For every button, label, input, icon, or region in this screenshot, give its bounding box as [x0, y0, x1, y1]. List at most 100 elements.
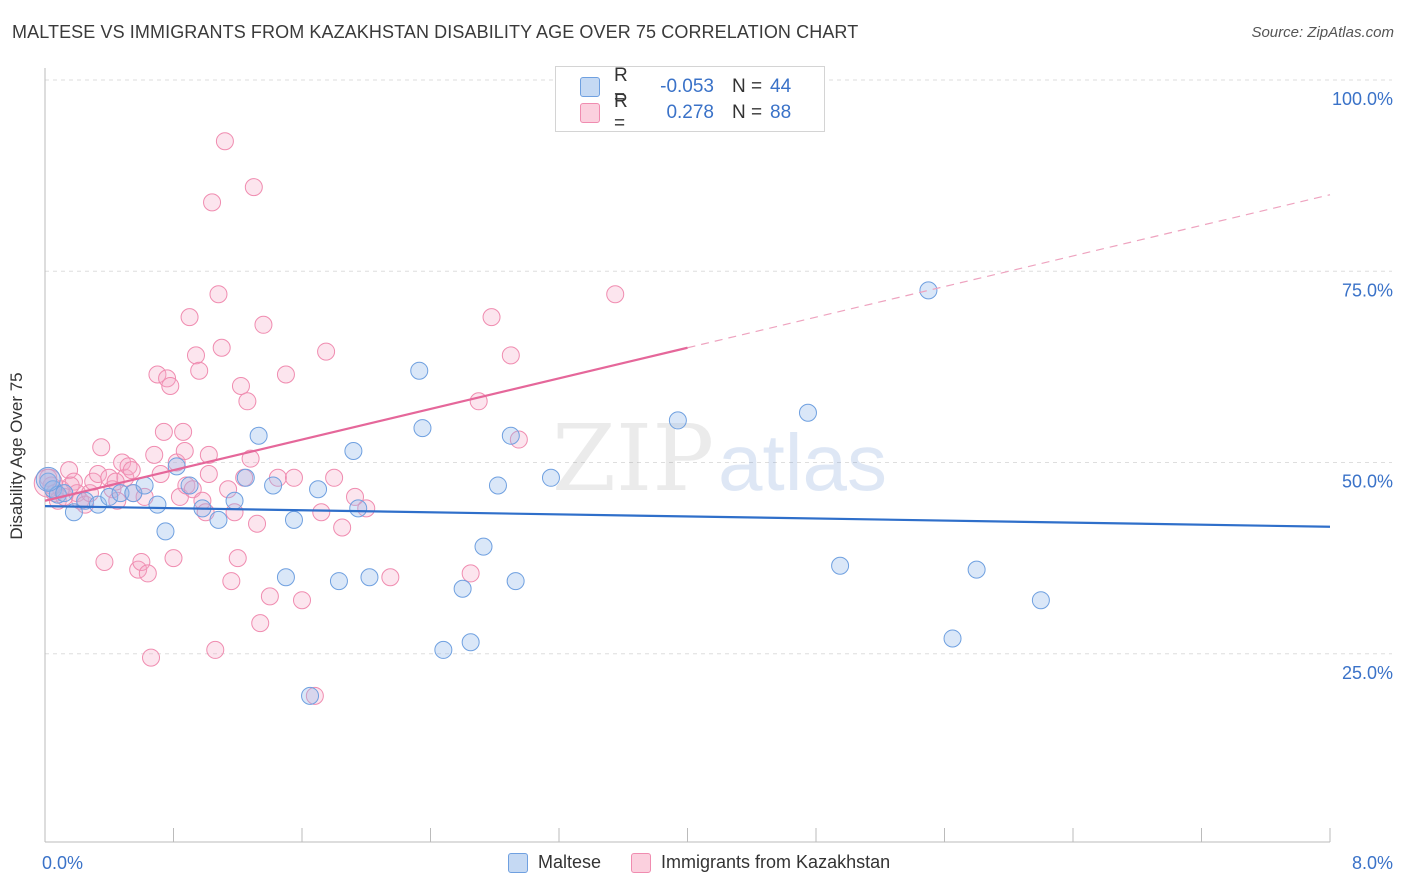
legend-r-label: R = — [614, 91, 628, 134]
maltese-point — [831, 556, 850, 575]
kazakhstan-point — [238, 392, 257, 411]
series-legend: Maltese Immigrants from Kazakhstan — [508, 852, 920, 873]
watermark: ZIP atlas — [552, 405, 887, 512]
maltese-point — [668, 411, 687, 430]
maltese-point — [541, 468, 560, 487]
trend-lines — [44, 194, 1331, 528]
maltese-point — [148, 495, 167, 514]
maltese-point — [167, 457, 186, 476]
maltese-point — [798, 403, 817, 422]
kazakhstan-point — [325, 468, 344, 487]
kazakhstan-point — [161, 377, 180, 395]
kazakhstan-point — [248, 514, 267, 533]
legend-label-maltese: Maltese — [538, 852, 602, 872]
kazakhstan-point — [241, 449, 260, 468]
legend-row-kazakhstan: R = 0.278 N = 88 — [580, 91, 792, 134]
kazakhstan-point — [95, 552, 114, 571]
y-tick-label-25: 25.0% — [1342, 663, 1393, 683]
maltese-point — [1031, 591, 1050, 610]
kazakhstan-point — [186, 346, 205, 365]
kazakhstan-point — [174, 422, 193, 441]
kazakhstan-point — [222, 572, 241, 591]
kazakhstan-point — [482, 308, 501, 327]
kazakhstan-point — [206, 640, 225, 659]
legend-swatch-kazakhstan — [631, 852, 652, 873]
maltese-point — [249, 426, 268, 445]
maltese-point — [180, 476, 199, 495]
legend-n-value: 88 — [770, 102, 792, 123]
maltese-point — [360, 568, 379, 587]
maltese-point — [453, 579, 472, 598]
kazakhstan-point — [317, 342, 336, 361]
kazakhstan-point — [190, 361, 209, 380]
maltese-point — [410, 361, 429, 380]
maltese-point — [506, 572, 525, 591]
maltese-point — [264, 476, 283, 495]
maltese-point — [943, 629, 962, 648]
maltese-point — [100, 487, 119, 506]
kazakhstan-point — [312, 503, 331, 522]
legend-r-label: R = — [614, 65, 628, 108]
maltese-point — [434, 640, 453, 659]
kazakhstan-point — [276, 365, 295, 384]
kazakhstan-point — [461, 564, 480, 583]
kazakhstan-point — [180, 308, 199, 327]
y-tick-labels: 25.0% 50.0% 75.0% 100.0% — [1332, 89, 1393, 683]
maltese-point — [55, 484, 74, 503]
kazakhstan-point — [92, 438, 111, 457]
kazakhstan-point — [142, 648, 161, 667]
x-tick-labels: 0.0% 8.0% — [42, 853, 1393, 873]
legend-swatch-maltese — [508, 852, 528, 873]
watermark-atlas: atlas — [718, 418, 887, 507]
kazakhstan-point — [60, 461, 79, 480]
maltese-point — [329, 572, 348, 591]
kazakhstan-point — [501, 346, 520, 365]
maltese-point — [64, 503, 83, 522]
watermark-zip: ZIP — [552, 405, 714, 512]
x-tick-label-max: 8.0% — [1352, 853, 1393, 873]
legend-r-value: 0.278 — [666, 102, 714, 123]
y-tick-label-75: 75.0% — [1342, 280, 1393, 300]
series-maltese-points — [35, 281, 1050, 705]
kazakhstan-trend-line — [44, 346, 688, 502]
maltese-point — [236, 468, 255, 487]
kazakhstan-point — [219, 480, 238, 499]
kazakhstan-point — [284, 468, 303, 487]
chart-title: MALTESE VS IMMIGRANTS FROM KAZAKHSTAN DI… — [12, 22, 859, 42]
kazakhstan-point — [333, 518, 352, 537]
legend-item-maltese: Maltese — [508, 852, 601, 873]
kazakhstan-point — [346, 487, 365, 506]
legend-item-kazakhstan: Immigrants from Kazakhstan — [631, 852, 890, 873]
kazakhstan-point — [212, 338, 231, 357]
maltese-point — [209, 510, 228, 529]
legend-n-value: 44 — [770, 76, 792, 97]
kazakhstan-point — [606, 285, 625, 304]
legend-swatch-kazakhstan — [580, 103, 600, 123]
x-tick-label-min: 0.0% — [42, 853, 83, 873]
correlation-legend: R = -0.053 N = 44 R = 0.278 N = 88 — [555, 65, 825, 134]
maltese-point — [967, 560, 986, 579]
maltese-point — [276, 568, 295, 587]
kazakhstan-point — [175, 442, 194, 461]
kazakhstan-point — [231, 377, 250, 395]
kazakhstan-point — [381, 568, 400, 587]
maltese-point — [301, 686, 320, 705]
kazakhstan-point — [203, 193, 222, 212]
kazakhstan-point — [199, 445, 218, 464]
kazakhstan-point — [254, 315, 273, 334]
maltese-point — [344, 442, 363, 461]
maltese-point — [413, 419, 432, 438]
kazakhstan-point — [148, 365, 167, 384]
y-axis-label: Disability Age Over 75 — [7, 372, 26, 540]
maltese-point — [309, 480, 328, 499]
kazakhstan-trend-extension — [687, 194, 1331, 349]
kazakhstan-point — [122, 461, 141, 480]
maltese-point — [284, 510, 303, 529]
y-tick-label-100: 100.0% — [1332, 89, 1393, 109]
chart-source: Source: ZipAtlas.com — [1251, 24, 1394, 41]
maltese-point — [919, 281, 938, 300]
kazakhstan-point — [132, 552, 151, 571]
kazakhstan-point — [293, 591, 311, 610]
maltese-point — [156, 522, 175, 541]
